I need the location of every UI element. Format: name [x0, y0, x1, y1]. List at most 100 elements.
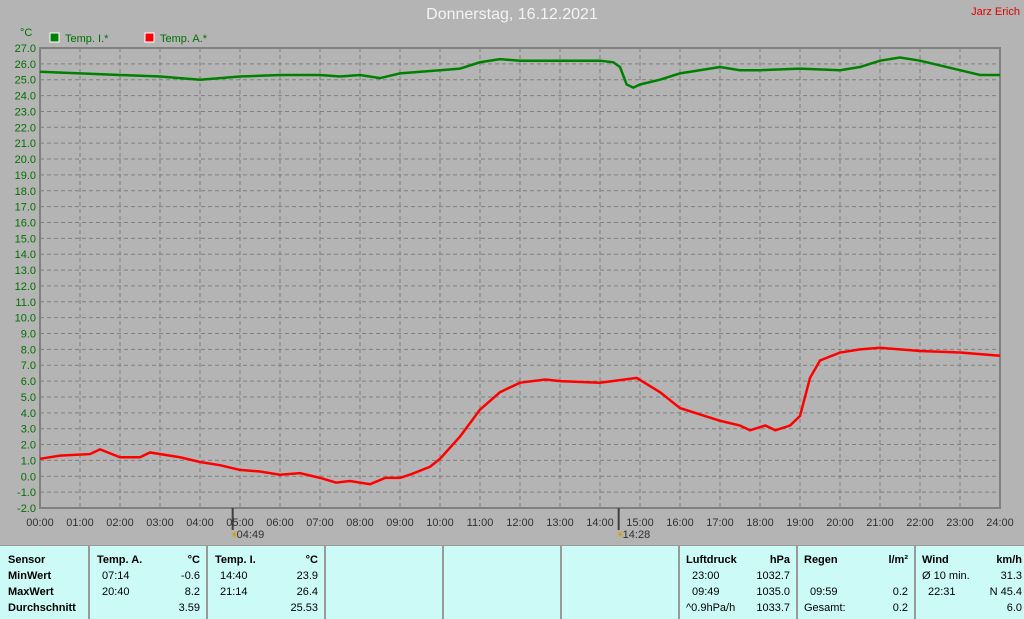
x-tick-label: 24:00 [986, 517, 1014, 529]
pressure-trend: ^0.9hPa/h [686, 602, 735, 614]
y-tick-label: 1.0 [21, 455, 36, 467]
rain-total: 0.2 [893, 602, 908, 614]
legend-swatch [145, 33, 154, 42]
y-tick-label: 25.0 [15, 75, 36, 87]
rain-max: 0.2 [893, 586, 908, 598]
y-tick-label: 14.0 [15, 249, 36, 261]
y-tick-label: 16.0 [15, 217, 36, 229]
rain-unit: l/m² [888, 554, 908, 566]
rain-time: 09:59 [810, 586, 838, 598]
x-tick-label: 19:00 [786, 517, 814, 529]
legend-label: Temp. A.* [160, 33, 208, 45]
temp-a-header: Temp. A. [97, 554, 142, 566]
y-tick-label: 11.0 [15, 297, 36, 309]
y-tick-label: 20.0 [15, 154, 36, 166]
pressure-column: Luftdruck hPa 23:00 1032.7 09:49 1035.0 … [678, 546, 796, 619]
y-tick-label: 27.0 [15, 43, 36, 55]
sensor-column: Sensor MinWert MaxWert Durchschnitt [0, 546, 88, 619]
x-tick-label: 06:00 [266, 517, 294, 529]
sunset-time: 14:28 [623, 529, 651, 541]
y-tick-label: 8.0 [21, 344, 36, 356]
x-tick-label: 13:00 [546, 517, 574, 529]
y-tick-label: 23.0 [15, 106, 36, 118]
x-tick-label: 08:00 [346, 517, 374, 529]
temp-a-min-time: 07:14 [102, 570, 130, 582]
y-tick-label: -1.0 [17, 487, 36, 499]
x-tick-label: 07:00 [306, 517, 334, 529]
y-tick-label: 4.0 [21, 408, 36, 420]
y-tick-label: 9.0 [21, 329, 36, 341]
y-tick-label: 19.0 [15, 170, 36, 182]
y-tick-label: -2.0 [17, 503, 36, 515]
x-tick-label: 04:00 [186, 517, 214, 529]
y-tick-label: 15.0 [15, 233, 36, 245]
rain-total-label: Gesamt: [804, 602, 846, 614]
rain-header: Regen [804, 554, 838, 566]
y-tick-label: 21.0 [15, 138, 36, 150]
wind-current: 6.0 [1007, 602, 1022, 614]
empty-column [560, 546, 678, 619]
x-tick-label: 17:00 [706, 517, 734, 529]
legend-label: Temp. I.* [65, 33, 109, 45]
x-tick-label: 20:00 [826, 517, 854, 529]
x-tick-label: 12:00 [506, 517, 534, 529]
wind-avg-label: Ø 10 min. [922, 570, 970, 582]
y-tick-label: 26.0 [15, 59, 36, 71]
y-axis-unit: °C [20, 27, 32, 39]
pressure-avg: 1033.7 [756, 602, 790, 614]
legend-swatch [50, 33, 59, 42]
wind-unit: km/h [996, 554, 1022, 566]
y-tick-label: 22.0 [15, 122, 36, 134]
temp-i-avg: 25.53 [290, 602, 318, 614]
pressure-unit: hPa [770, 554, 790, 566]
y-tick-label: 24.0 [15, 91, 36, 103]
temp-a-max: 8.2 [185, 586, 200, 598]
y-tick-label: 13.0 [15, 265, 36, 277]
x-tick-label: 01:00 [66, 517, 94, 529]
pressure-header: Luftdruck [686, 554, 737, 566]
row-label-max: MaxWert [8, 586, 54, 598]
x-tick-label: 16:00 [666, 517, 694, 529]
rain-column: Regen l/m² 09:59 0.2 Gesamt: 0.2 [796, 546, 914, 619]
x-tick-label: 14:00 [586, 517, 614, 529]
x-tick-label: 09:00 [386, 517, 414, 529]
pressure-max-time: 09:49 [692, 586, 720, 598]
wind-column: Wind km/h Ø 10 min. 31.3 22:31 N 45.4 6.… [914, 546, 1024, 619]
x-tick-label: 10:00 [426, 517, 454, 529]
wind-header: Wind [922, 554, 949, 566]
x-tick-label: 21:00 [866, 517, 894, 529]
sunrise-time: 04:49 [237, 529, 265, 541]
temp-a-max-time: 20:40 [102, 586, 130, 598]
statistics-table: Sensor MinWert MaxWert Durchschnitt Temp… [0, 545, 1024, 619]
y-tick-label: 17.0 [15, 202, 36, 214]
x-tick-label: 02:00 [106, 517, 134, 529]
temperature-chart: -2.0-1.00.01.02.03.04.05.06.07.08.09.010… [0, 0, 1024, 545]
pressure-min-time: 23:00 [692, 570, 720, 582]
y-tick-label: 3.0 [21, 424, 36, 436]
wind-gust: N 45.4 [990, 586, 1022, 598]
y-tick-label: 2.0 [21, 440, 36, 452]
x-tick-label: 22:00 [906, 517, 934, 529]
temp-i-min: 23.9 [297, 570, 318, 582]
x-tick-label: 00:00 [26, 517, 54, 529]
wind-avg: 31.3 [1001, 570, 1022, 582]
temp-a-min: -0.6 [181, 570, 200, 582]
temp-i-header: Temp. I. [215, 554, 256, 566]
x-tick-label: 03:00 [146, 517, 174, 529]
x-tick-label: 05:00 [226, 517, 254, 529]
pressure-min: 1032.7 [756, 570, 790, 582]
y-tick-label: 12.0 [15, 281, 36, 293]
wind-gust-time: 22:31 [928, 586, 956, 598]
temp-i-column: Temp. I. °C 14:40 23.9 21:14 26.4 25.53 [206, 546, 324, 619]
x-tick-label: 23:00 [946, 517, 974, 529]
x-tick-label: 15:00 [626, 517, 654, 529]
temp-a-unit: °C [188, 554, 200, 566]
y-tick-label: 5.0 [21, 392, 36, 404]
pressure-max: 1035.0 [756, 586, 790, 598]
temp-i-max-time: 21:14 [220, 586, 248, 598]
plot-area [40, 48, 1000, 508]
y-tick-label: 7.0 [21, 360, 36, 372]
empty-column [442, 546, 560, 619]
temp-a-column: Temp. A. °C 07:14 -0.6 20:40 8.2 3.59 [88, 546, 206, 619]
temp-i-min-time: 14:40 [220, 570, 248, 582]
